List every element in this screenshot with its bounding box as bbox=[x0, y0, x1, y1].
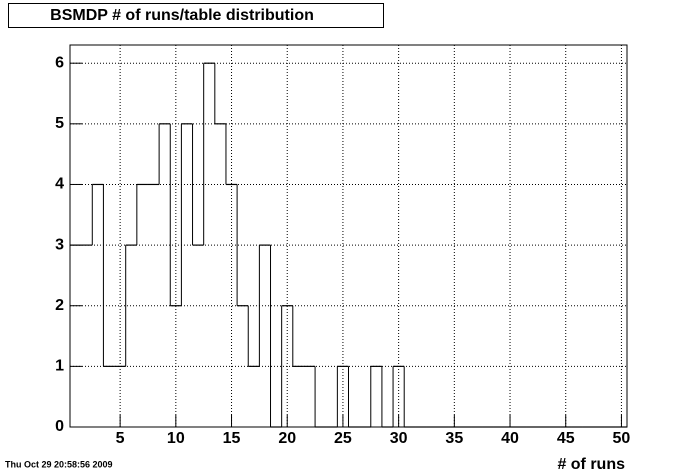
x-tick-label: 30 bbox=[390, 430, 408, 447]
title-box bbox=[8, 3, 384, 28]
y-tick-label: 3 bbox=[55, 236, 64, 253]
chart-title: BSMDP # of runs/table distribution bbox=[50, 7, 314, 24]
x-tick-label: 5 bbox=[116, 430, 125, 447]
x-tick-label: 20 bbox=[278, 430, 296, 447]
x-tick-label: 40 bbox=[501, 430, 519, 447]
y-tick-label: 5 bbox=[55, 115, 64, 132]
x-tick-label: 25 bbox=[334, 430, 352, 447]
x-tick-label: 10 bbox=[167, 430, 185, 447]
x-axis-label: # of runs bbox=[557, 456, 625, 473]
x-tick-label: 50 bbox=[613, 430, 631, 447]
y-tick-label: 1 bbox=[55, 358, 64, 375]
y-tick-label: 0 bbox=[55, 418, 64, 435]
timestamp: Thu Oct 29 20:58:56 2009 bbox=[5, 459, 113, 469]
y-tick-label: 6 bbox=[55, 54, 64, 71]
y-tick-label: 2 bbox=[55, 297, 64, 314]
y-tick-label: 4 bbox=[55, 176, 64, 193]
x-tick-label: 35 bbox=[445, 430, 463, 447]
plot-border bbox=[69, 44, 628, 428]
x-tick-label: 15 bbox=[223, 430, 241, 447]
x-tick-label: 45 bbox=[557, 430, 575, 447]
